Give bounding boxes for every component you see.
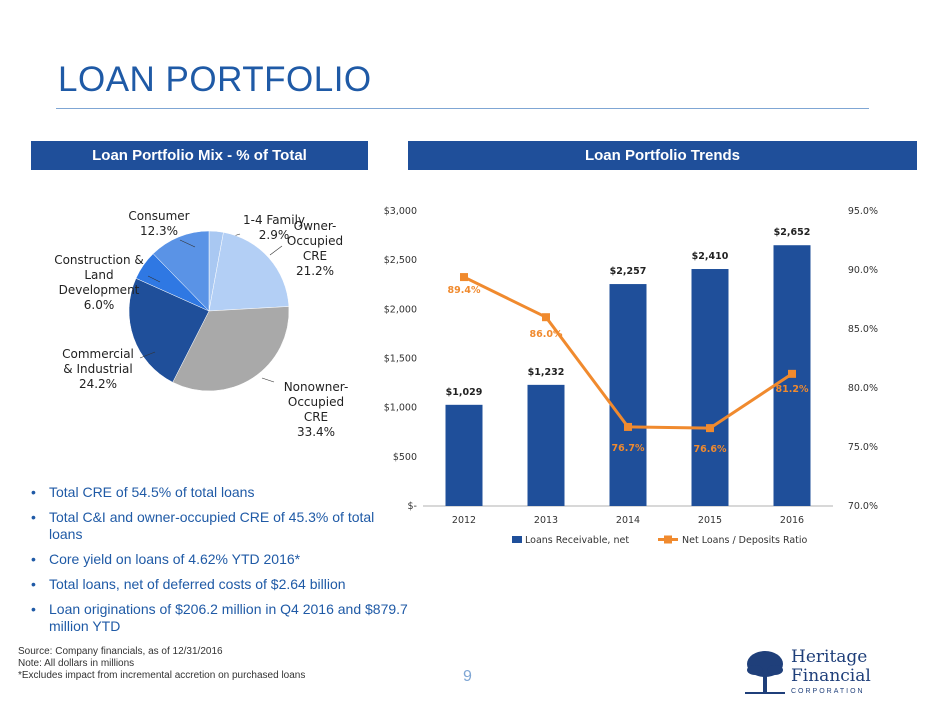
bar-data-label: $1,232: [528, 367, 565, 378]
pie-slice-label: Owner-Occupied CRE 21.2%: [287, 219, 343, 278]
y-right-tick-label: 95.0%: [848, 206, 878, 217]
ratio-data-label: 89.4%: [448, 285, 481, 296]
loan-trends-combo-chart: $- $500 $1,000 $1,500 $2,000 $2,500 $3,000 70.0…: [384, 206, 878, 546]
x-tick-label: 2016: [780, 515, 804, 526]
pie-slice-label: Consumer 12.3%: [128, 209, 189, 238]
bullet-item: Total CRE of 54.5% of total loans: [31, 484, 411, 501]
ratio-data-label: 81.2%: [776, 384, 809, 395]
pie-leader-line: [147, 275, 161, 283]
pie-slice-label: Nonowner-Occupied CRE 33.4%: [284, 380, 349, 439]
loan-mix-pie-chart: 1-4 Family 2.9%Owner-Occupied CRE 21.2% Nono…: [54, 209, 349, 439]
logo-name: Heritage Financial: [791, 648, 871, 686]
pie-leader-line: [269, 245, 283, 256]
logo-name-line2: Financial: [791, 666, 871, 686]
pie-slice: [208, 232, 290, 312]
footnote-source: Source: Company financials, as of 12/31/…: [18, 646, 223, 657]
bar-data-label: $2,410: [692, 251, 729, 262]
y-left-tick-label: $2,000: [384, 304, 417, 315]
y-left-tick-label: $2,500: [384, 255, 417, 266]
legend-label-bars: Loans Receivable, net: [525, 535, 629, 546]
bar: [609, 284, 647, 506]
pie-leader-line: [139, 351, 156, 359]
ratio-marker: [788, 369, 796, 378]
bar: [445, 404, 483, 506]
bullet-item: Total loans, net of deferred costs of $2…: [31, 576, 411, 593]
pie-slice: [128, 277, 210, 383]
bar: [527, 384, 565, 506]
bar: [691, 269, 729, 506]
bullet-item: Core yield on loans of 4.62% YTD 2016*: [31, 551, 411, 568]
loan-mix-header: Loan Portfolio Mix - % of Total: [31, 141, 368, 170]
legend-swatch-bars: [512, 536, 522, 543]
x-tick-label: 2014: [616, 515, 640, 526]
bar-data-label: $2,257: [610, 266, 647, 277]
bullet-item: Loan originations of $206.2 million in Q…: [31, 601, 411, 635]
x-tick-label: 2012: [452, 515, 476, 526]
footnote-asterisk: *Excludes impact from incremental accret…: [18, 670, 306, 681]
ratio-marker: [624, 422, 632, 431]
company-logo: Heritage Financial CORPORATION: [743, 648, 873, 698]
legend-swatch-marker: [664, 535, 672, 544]
pie-leader-line: [179, 239, 196, 248]
y-left-tick-label: $1,500: [384, 354, 417, 365]
y-left-tick-label: $-: [408, 501, 417, 512]
y-left-tick-label: $1,000: [384, 403, 417, 414]
ratio-data-label: 76.6%: [694, 444, 727, 455]
pie-leader-line: [261, 377, 275, 383]
title-divider: [56, 108, 869, 109]
logo-subtitle: CORPORATION: [791, 688, 865, 695]
y-right-tick-label: 90.0%: [848, 265, 878, 276]
x-tick-label: 2015: [698, 515, 722, 526]
pie-slice: [172, 306, 290, 392]
page-number: 9: [463, 668, 472, 685]
y-left-tick-label: $3,000: [384, 206, 417, 217]
page-title: LOAN PORTFOLIO: [58, 60, 372, 99]
y-left-tick-label: $500: [393, 452, 417, 463]
ratio-marker: [542, 313, 550, 322]
highlights-list: Total CRE of 54.5% of total loans Total …: [31, 484, 411, 643]
y-right-tick-label: 85.0%: [848, 324, 878, 335]
y-right-tick-label: 75.0%: [848, 442, 878, 453]
footnotes: Source: Company financials, as of 12/31/…: [18, 646, 305, 682]
ratio-marker: [460, 273, 468, 282]
logo-name-line1: Heritage: [791, 647, 868, 667]
tree-icon: [745, 651, 785, 694]
footnote-note: Note: All dollars in millions: [18, 658, 135, 669]
x-tick-label: 2013: [534, 515, 558, 526]
bar-data-label: $2,652: [774, 227, 811, 238]
ratio-data-label: 86.0%: [530, 329, 563, 340]
bullet-item: Total C&I and owner-occupied CRE of 45.3…: [31, 509, 411, 543]
pie-slice-label: 1-4 Family 2.9%: [243, 213, 305, 242]
loan-trends-header: Loan Portfolio Trends: [408, 141, 917, 170]
pie-slice: [152, 230, 210, 312]
ratio-data-label: 76.7%: [612, 443, 645, 454]
ratio-marker: [706, 424, 714, 433]
legend-label-line: Net Loans / Deposits Ratio: [682, 535, 808, 546]
y-right-tick-label: 70.0%: [848, 501, 878, 512]
pie-slice-label: Construction & Land Development 6.0%: [54, 253, 144, 312]
y-right-tick-label: 80.0%: [848, 383, 878, 394]
pie-slice-label: Commercial & Industrial 24.2%: [62, 347, 134, 391]
bar-data-label: $1,029: [446, 387, 483, 398]
